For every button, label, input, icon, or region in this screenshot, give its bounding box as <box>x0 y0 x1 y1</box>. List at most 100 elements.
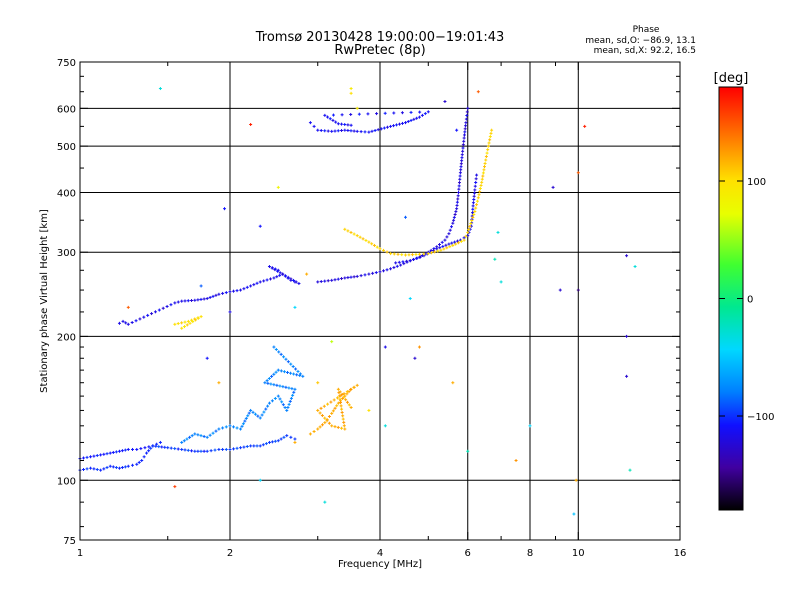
echo-point <box>363 273 367 277</box>
echo-point <box>490 128 494 132</box>
echo-point <box>488 138 492 142</box>
echo-point <box>292 372 296 376</box>
echo-point <box>352 275 356 279</box>
echo-point <box>294 367 298 371</box>
echo-point <box>347 403 351 407</box>
echo-point <box>463 127 467 131</box>
echo-point <box>270 440 274 444</box>
echo-point <box>258 224 262 228</box>
ticks-layer: 1 2 4 6 8 10 16 75 100 200 300 400 500 600 750 <box>57 58 686 559</box>
echo-point <box>140 458 144 462</box>
echo-point <box>284 274 288 278</box>
echo-point <box>451 381 455 385</box>
echo-point <box>139 447 143 451</box>
echo-point <box>92 467 96 471</box>
echo-point <box>173 301 177 305</box>
echo-point <box>349 129 353 133</box>
echo-point <box>149 446 153 450</box>
echo-point <box>343 276 347 280</box>
echo-point <box>180 440 184 444</box>
echo-point <box>475 203 479 207</box>
echo-point <box>473 184 477 188</box>
echo-point <box>499 280 503 284</box>
echo-point <box>256 414 260 418</box>
echo-point <box>558 288 562 292</box>
echo-point <box>328 117 332 121</box>
echo-point <box>298 374 302 378</box>
echo-point <box>333 278 337 282</box>
echo-point <box>312 429 316 433</box>
echo-point <box>124 321 128 325</box>
echo-point <box>279 352 283 356</box>
echo-point <box>395 123 399 127</box>
echo-point <box>625 374 629 378</box>
echo-point <box>111 465 115 469</box>
echo-point <box>355 234 359 238</box>
echo-point <box>319 406 323 410</box>
echo-point <box>465 110 469 114</box>
echo-point <box>346 229 350 233</box>
echo-point <box>239 446 243 450</box>
echo-point <box>464 121 468 125</box>
echo-point <box>142 455 146 459</box>
echo-point <box>191 320 195 324</box>
echo-point <box>273 439 277 443</box>
echo-point <box>247 411 251 415</box>
echo-point <box>465 113 469 117</box>
echo-point <box>272 372 276 376</box>
echo-point <box>183 448 187 452</box>
echo-point <box>331 113 335 117</box>
echo-point <box>349 275 353 279</box>
echo-point <box>343 123 347 127</box>
echo-point <box>572 512 576 516</box>
echo-point <box>193 298 197 302</box>
echo-point <box>138 317 142 321</box>
echo-point <box>628 468 632 472</box>
echo-point <box>476 90 480 94</box>
echo-point <box>285 434 289 438</box>
echo-point <box>194 318 198 322</box>
echo-point <box>165 304 169 308</box>
echo-point <box>228 447 232 451</box>
echo-point <box>472 194 476 198</box>
echo-point <box>151 444 155 448</box>
echo-point <box>440 240 444 244</box>
echo-point <box>355 383 359 387</box>
echo-point <box>414 252 418 256</box>
echo-point <box>375 112 379 116</box>
echo-point <box>410 253 414 257</box>
x-axis-label: Frequency [MHz] <box>338 559 422 570</box>
echo-point <box>402 262 406 266</box>
echo-point <box>278 384 282 388</box>
echo-point <box>270 374 274 378</box>
echo-point <box>409 118 413 122</box>
echo-point <box>383 424 387 428</box>
echo-point <box>481 171 485 175</box>
echo-point <box>456 197 460 201</box>
echo-point <box>137 460 141 464</box>
echo-point <box>452 215 456 219</box>
phase-stats-o: mean, sd,O: −86.9, 13.1 <box>585 36 696 46</box>
echo-point <box>255 281 259 285</box>
echo-point <box>493 257 497 261</box>
echo-point <box>447 242 451 246</box>
echo-point <box>266 404 270 408</box>
echo-point <box>323 500 327 504</box>
echo-point <box>242 287 246 291</box>
echo-point <box>340 410 344 414</box>
echo-point <box>293 437 297 441</box>
echo-point <box>269 382 273 386</box>
echo-point <box>528 424 532 428</box>
phase-stats-title: Phase <box>633 25 660 35</box>
echo-point <box>208 433 212 437</box>
echo-point <box>437 243 441 247</box>
echo-point <box>316 128 320 132</box>
echo-point <box>242 445 246 449</box>
echo-point <box>267 377 271 381</box>
echo-point <box>281 272 285 276</box>
echo-point <box>316 427 320 431</box>
echo-point <box>551 185 555 189</box>
echo-point <box>249 284 253 288</box>
echo-point <box>342 424 346 428</box>
